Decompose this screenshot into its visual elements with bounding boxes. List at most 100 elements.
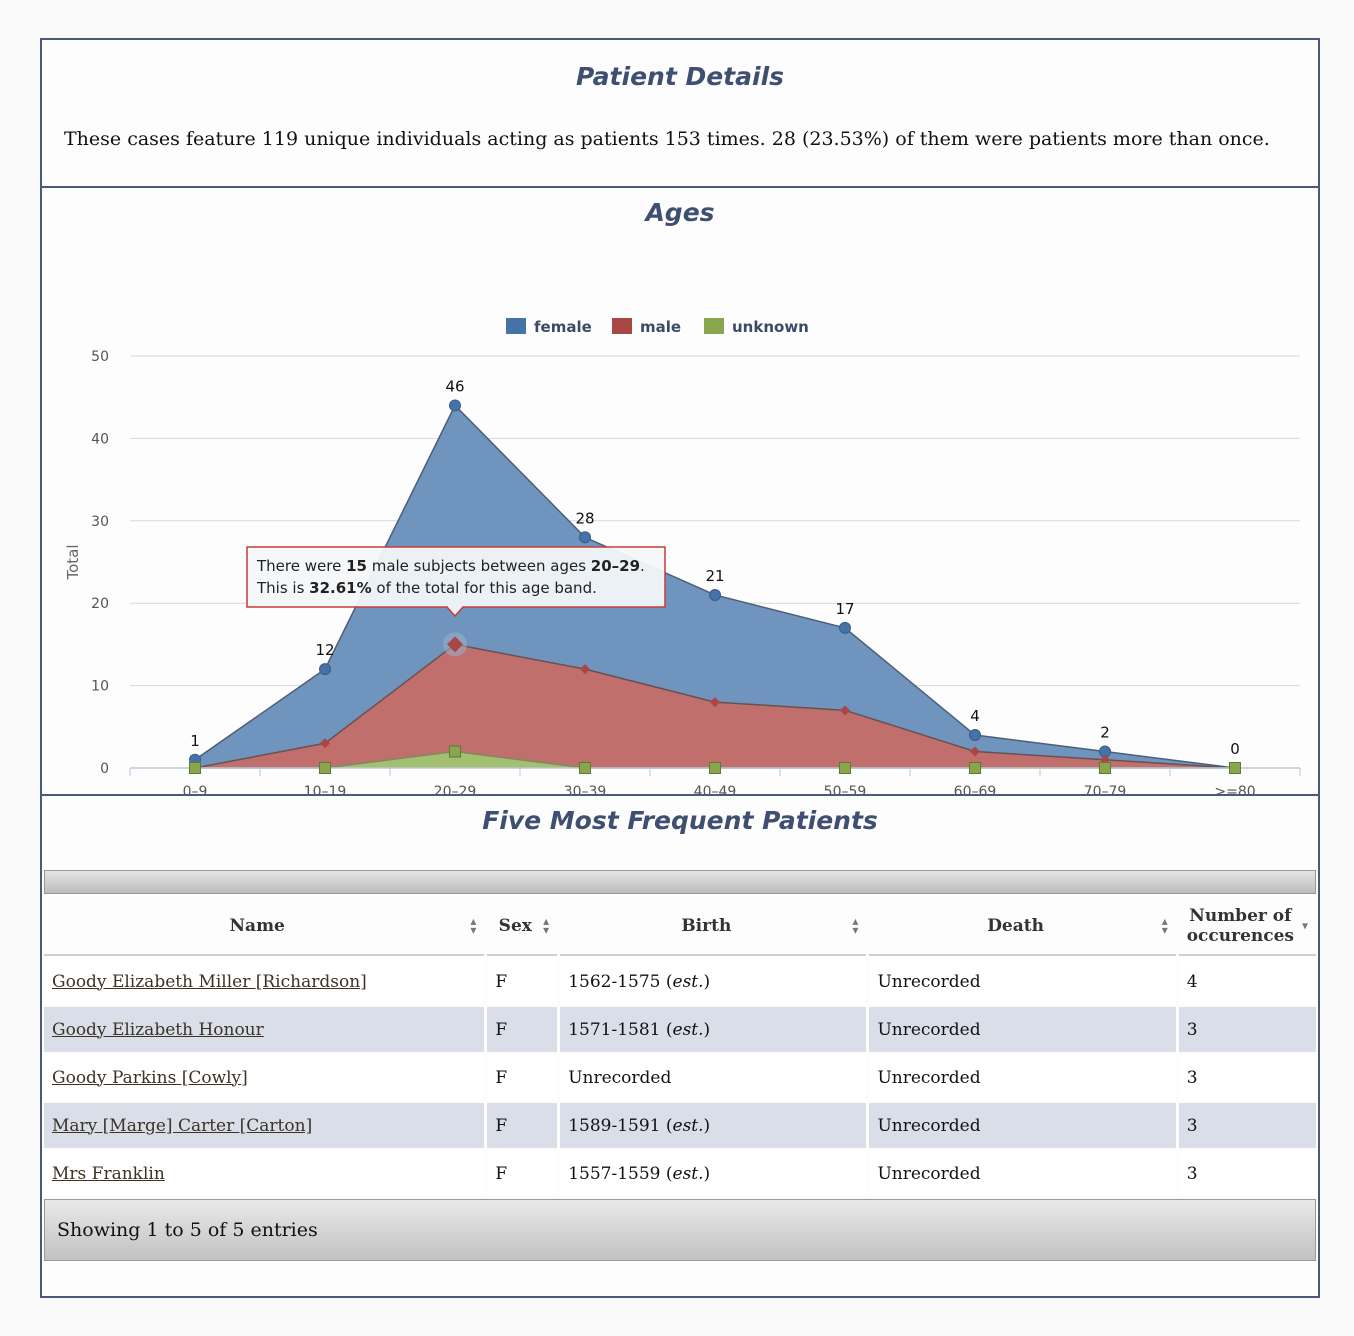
cell-sex: F bbox=[487, 959, 558, 1004]
cell-name: Goody Elizabeth Miller [Richardson] bbox=[44, 959, 485, 1004]
marker-unknown bbox=[1229, 762, 1241, 774]
cell-occurrences: 3 bbox=[1178, 1055, 1316, 1100]
sort-icon: ▴ ▾ bbox=[543, 913, 550, 937]
cell-birth: 1589-1591 (est.) bbox=[560, 1103, 867, 1148]
chart-data-labels: 1 12 46 28 21 17 4 2 0 bbox=[190, 377, 1240, 758]
cell-name: Goody Elizabeth Honour bbox=[44, 1007, 485, 1052]
cell-name: Mrs Franklin bbox=[44, 1151, 485, 1196]
y-tick-label: 50 bbox=[91, 349, 109, 365]
y-axis-label: Total bbox=[64, 544, 82, 580]
marker-female bbox=[839, 621, 851, 634]
column-header-birth[interactable]: Birth ▴ ▾ bbox=[560, 897, 867, 956]
column-header-death[interactable]: Death ▴ ▾ bbox=[869, 897, 1176, 956]
patient-link[interactable]: Goody Elizabeth Miller [Richardson] bbox=[52, 971, 367, 992]
marker-unknown bbox=[969, 762, 981, 774]
cell-name: Goody Parkins [Cowly] bbox=[44, 1055, 485, 1100]
sort-icon: ▴ ▾ bbox=[852, 913, 859, 937]
x-tick-label: 20–29 bbox=[434, 784, 477, 794]
patient-summary-text: These cases feature 119 unique individua… bbox=[64, 128, 1270, 150]
sort-desc-icon: ▾ bbox=[1301, 918, 1308, 932]
marker-unknown bbox=[579, 762, 591, 774]
marker-male bbox=[710, 697, 720, 708]
column-header-occurrences[interactable]: Number of occurences ▾ bbox=[1178, 897, 1316, 956]
cell-death: Unrecorded bbox=[869, 959, 1176, 1004]
legend-label-female: female bbox=[534, 318, 592, 336]
data-label: 4 bbox=[970, 707, 980, 725]
marker-unknown bbox=[709, 762, 721, 774]
data-label: 17 bbox=[835, 600, 854, 618]
cell-occurrences: 4 bbox=[1178, 959, 1316, 1004]
cell-occurrences: 3 bbox=[1178, 1007, 1316, 1052]
data-label: 21 bbox=[705, 567, 724, 585]
birth-estimate-note: est. bbox=[672, 1019, 704, 1040]
chart-legend: female male unknown bbox=[506, 318, 809, 336]
y-tick-label: 40 bbox=[91, 431, 109, 447]
sort-icon: ▴ ▾ bbox=[1161, 913, 1168, 937]
sort-icon: ▴ ▾ bbox=[470, 913, 477, 937]
tooltip-line-1: There were 15 male subjects between ages… bbox=[256, 557, 645, 575]
marker-unknown bbox=[449, 745, 461, 758]
data-label: 2 bbox=[1100, 724, 1110, 742]
table-row: Goody Elizabeth Miller [Richardson] F 1562… bbox=[44, 959, 1316, 1004]
patient-link[interactable]: Goody Elizabeth Honour bbox=[52, 1019, 264, 1040]
data-label: 12 bbox=[315, 641, 334, 659]
x-tick-label: 70–79 bbox=[1084, 784, 1127, 794]
cell-birth: Unrecorded bbox=[560, 1055, 867, 1100]
frequent-patients-title: Five Most Frequent Patients bbox=[482, 806, 878, 835]
legend-swatch-male bbox=[612, 318, 632, 334]
cell-occurrences: 3 bbox=[1178, 1151, 1316, 1196]
cell-birth: 1557-1559 (est.) bbox=[560, 1151, 867, 1196]
table-row: Mary [Marge] Carter [Carton] F 1589-1591 (… bbox=[44, 1103, 1316, 1148]
x-tick-label: 50–59 bbox=[824, 784, 867, 794]
legend-label-unknown: unknown bbox=[732, 318, 809, 336]
y-tick-label: 0 bbox=[100, 761, 109, 777]
cell-name: Mary [Marge] Carter [Carton] bbox=[44, 1103, 485, 1148]
frequent-patients-table: Name ▴ ▾ Sex ▴ ▾ Birth ▴ ▾ Death ▴ ▾ Number of o… bbox=[41, 894, 1319, 1199]
data-label: 0 bbox=[1230, 740, 1240, 758]
column-header-name[interactable]: Name ▴ ▾ bbox=[44, 897, 485, 956]
marker-female bbox=[319, 663, 331, 676]
cell-death: Unrecorded bbox=[869, 1055, 1176, 1100]
marker-unknown bbox=[319, 762, 331, 774]
legend-swatch-unknown bbox=[704, 318, 724, 334]
marker-female bbox=[579, 531, 591, 544]
patient-link[interactable]: Mrs Franklin bbox=[52, 1163, 165, 1184]
x-tick-label: >=80 bbox=[1214, 784, 1255, 794]
y-tick-label: 20 bbox=[91, 596, 109, 612]
table-row: Mrs Franklin F 1557-1559 (est.) Unrecorded 3 bbox=[44, 1151, 1316, 1196]
marker-male bbox=[447, 636, 463, 653]
marker-female bbox=[449, 399, 461, 412]
x-tick-label: 60–69 bbox=[954, 784, 997, 794]
cell-birth: 1571-1581 (est.) bbox=[560, 1007, 867, 1052]
chart-tooltip: There were 15 male subjects between ages… bbox=[246, 546, 666, 618]
area-female bbox=[195, 405, 1235, 768]
cell-death: Unrecorded bbox=[869, 1103, 1176, 1148]
marker-unknown bbox=[839, 762, 851, 774]
cell-sex: F bbox=[487, 1151, 558, 1196]
cell-death: Unrecorded bbox=[869, 1007, 1176, 1052]
marker-male bbox=[840, 705, 850, 716]
legend-swatch-female bbox=[506, 318, 526, 334]
x-tick-label: 10–19 bbox=[304, 784, 347, 794]
table-row: Goody Parkins [Cowly] F Unrecorded Unrecord… bbox=[44, 1055, 1316, 1100]
patient-link[interactable]: Goody Parkins [Cowly] bbox=[52, 1067, 248, 1088]
data-label: 46 bbox=[445, 377, 464, 395]
table-toolbar bbox=[44, 870, 1316, 894]
data-label: 28 bbox=[575, 509, 594, 527]
section-divider bbox=[42, 794, 1318, 796]
tooltip-box bbox=[246, 546, 666, 618]
marker-unknown bbox=[189, 762, 201, 774]
data-label: 1 bbox=[190, 732, 200, 750]
cell-death: Unrecorded bbox=[869, 1151, 1176, 1196]
column-header-sex[interactable]: Sex ▴ ▾ bbox=[487, 897, 558, 956]
birth-estimate-note: est. bbox=[672, 971, 704, 992]
tooltip-line-2: This is 32.61% of the total for this age… bbox=[256, 579, 597, 597]
cell-sex: F bbox=[487, 1103, 558, 1148]
marker-male bbox=[580, 664, 590, 675]
patient-link[interactable]: Mary [Marge] Carter [Carton] bbox=[52, 1115, 313, 1136]
patient-details-panel: Patient Details These cases feature 119 … bbox=[40, 38, 1320, 1298]
legend-label-male: male bbox=[640, 318, 681, 336]
section-divider bbox=[42, 186, 1318, 188]
marker-female bbox=[709, 588, 721, 601]
